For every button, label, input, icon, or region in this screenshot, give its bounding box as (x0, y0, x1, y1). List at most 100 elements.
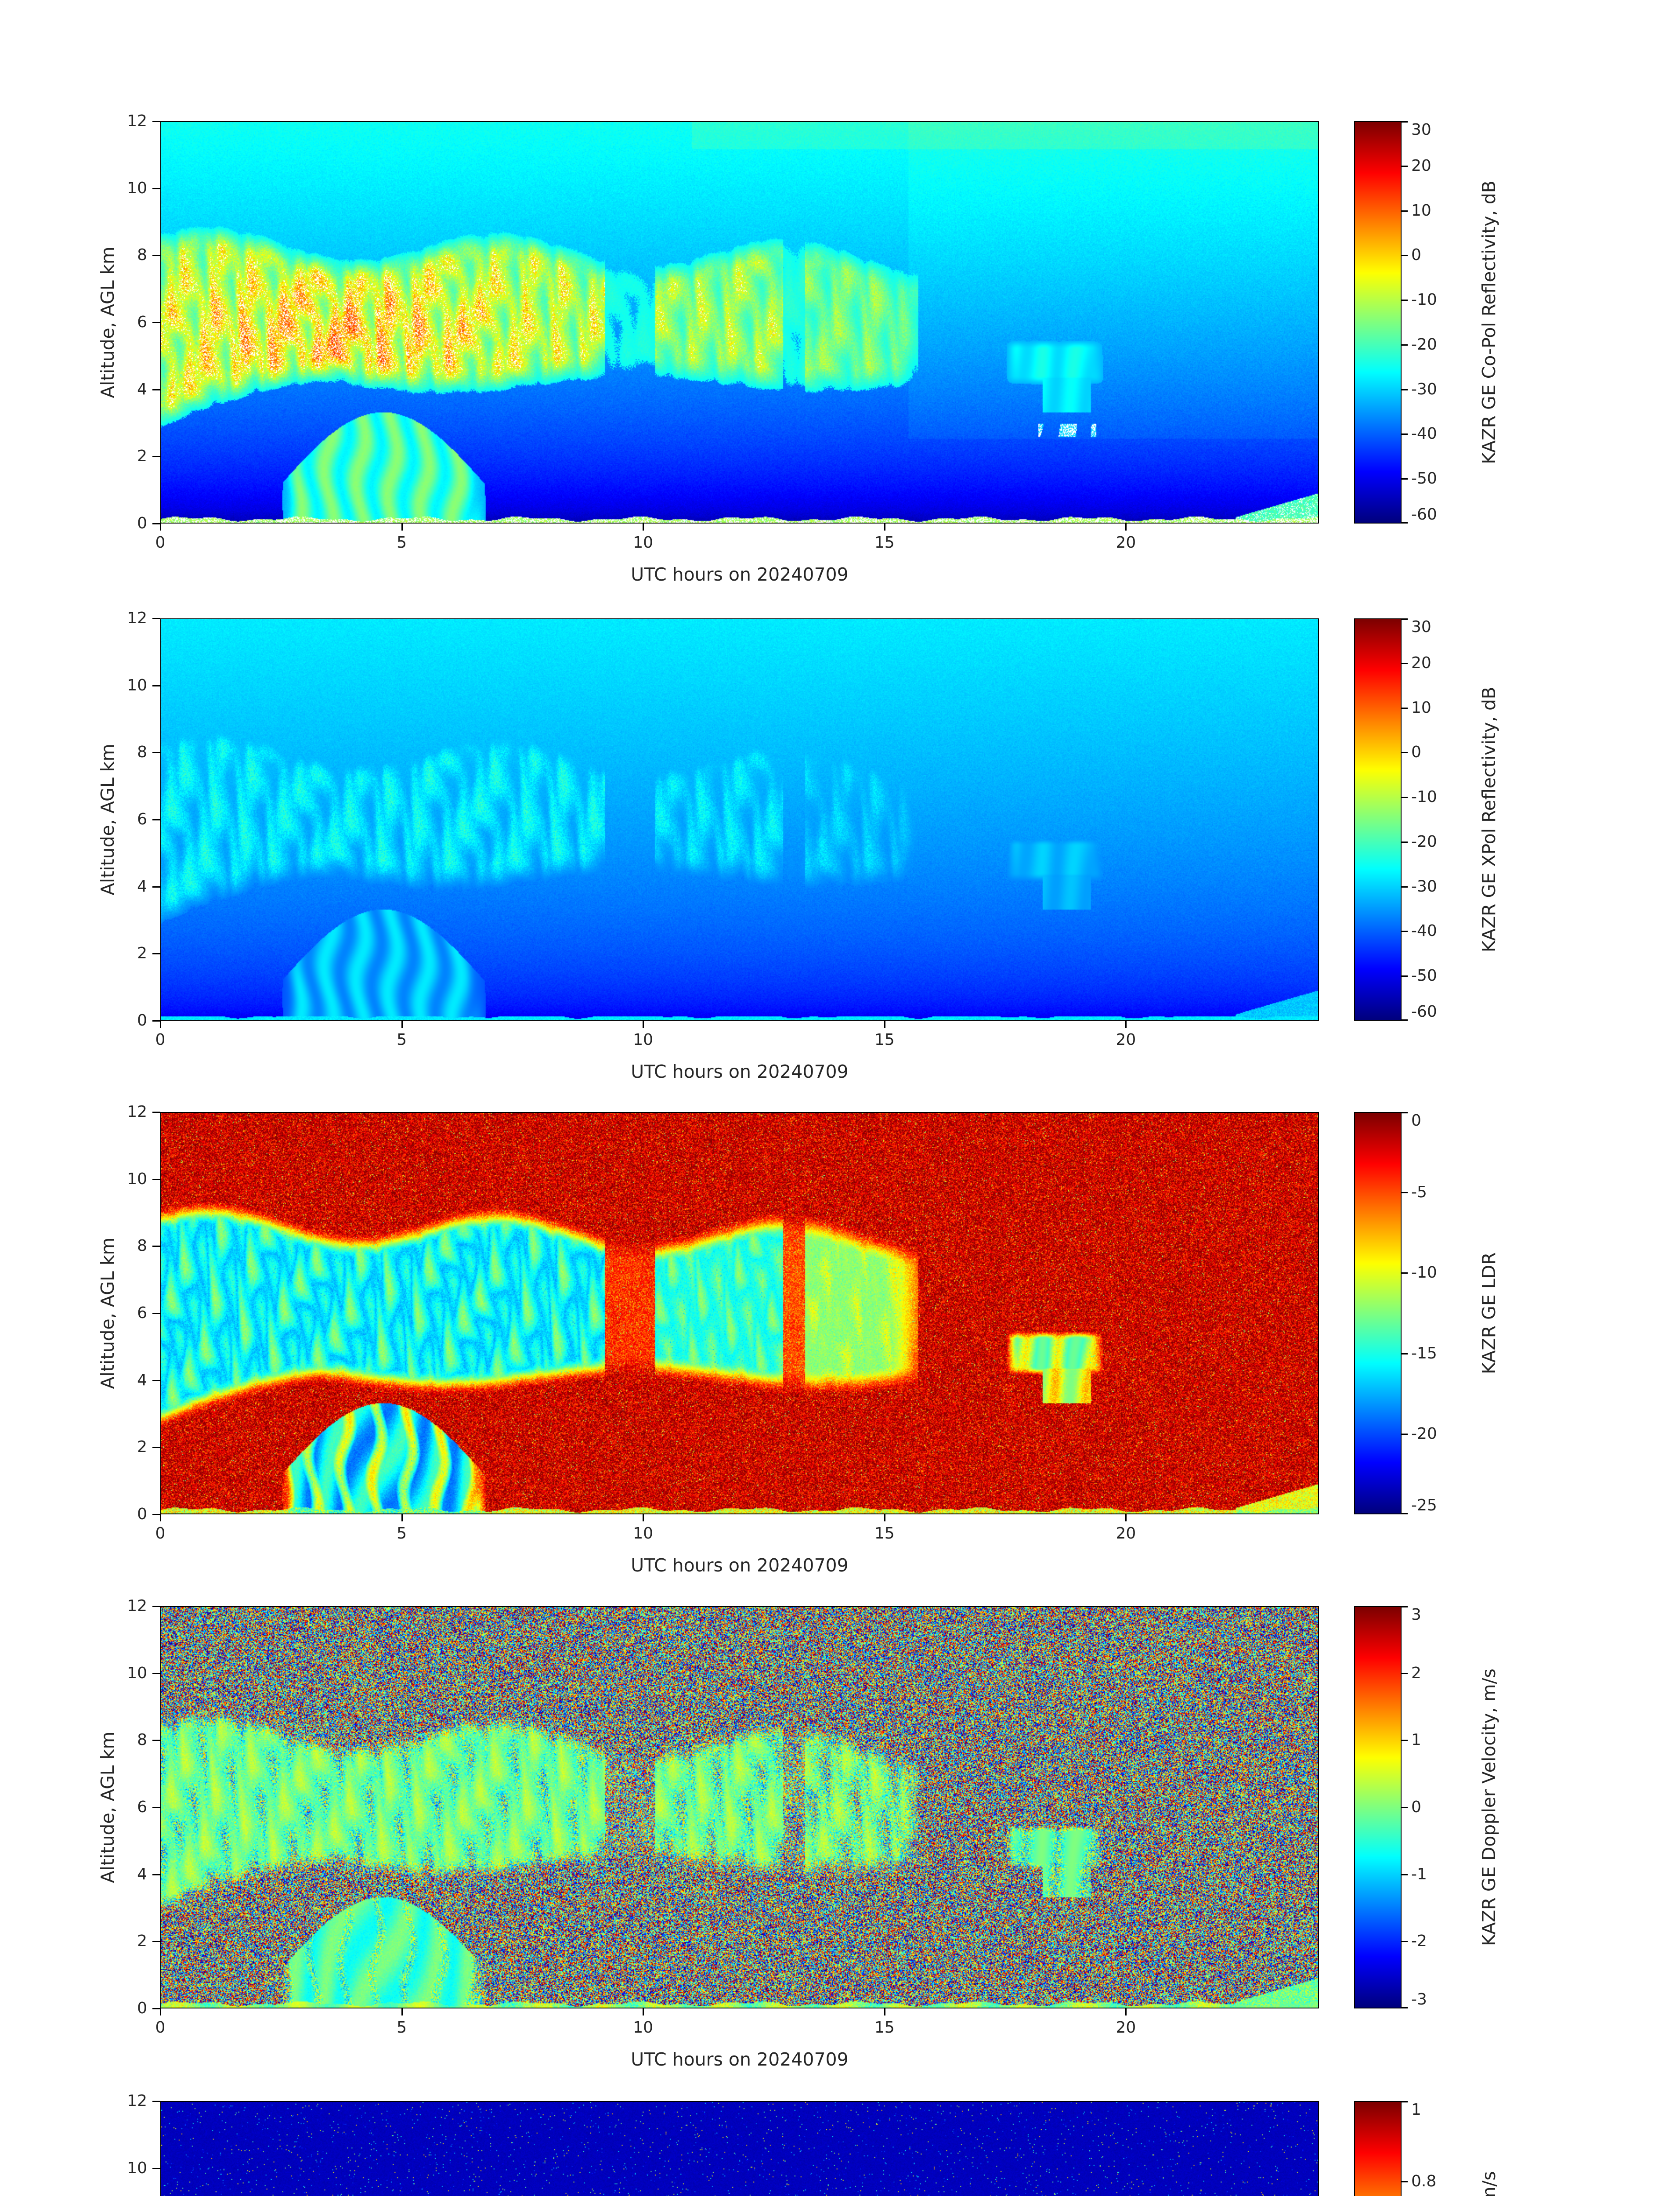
colorbar-tick-label: 20 (1411, 654, 1431, 672)
y-tick-label: 12 (127, 609, 147, 627)
colorbar-tick-label: -20 (1411, 335, 1437, 354)
y-tickmark (152, 886, 160, 888)
x-tick-label: 10 (633, 1524, 654, 1542)
y-tickmark (152, 121, 160, 122)
colorbar-tick-label: 0 (1411, 743, 1421, 762)
y-tickmark (152, 1313, 160, 1314)
y-tick-label: 2 (137, 447, 147, 466)
x-tickmark (1125, 2008, 1127, 2015)
x-axis-label: UTC hours on 20240709 (631, 564, 849, 585)
colorbar (1354, 618, 1402, 1021)
colorbar-tickmark (1402, 1606, 1408, 1607)
y-tick-label: 12 (127, 2092, 147, 2110)
colorbar-tick-label: 10 (1411, 698, 1431, 717)
heatmap-canvas-xpol-reflectivity (161, 619, 1318, 1020)
y-tick-label: 4 (137, 1371, 147, 1389)
colorbar-tick-label: 20 (1411, 156, 1431, 175)
x-tickmark (1125, 524, 1127, 531)
colorbar (1354, 1606, 1402, 2008)
y-tickmark (152, 1380, 160, 1381)
x-tickmark (884, 2008, 885, 2015)
y-tick-label: 6 (137, 1304, 147, 1322)
x-tick-label: 5 (397, 534, 407, 552)
colorbar-tickmark (1402, 255, 1408, 256)
colorbar-tickmark (1402, 121, 1408, 123)
colorbar-tickmark (1402, 1019, 1408, 1021)
y-tickmark (152, 1807, 160, 1808)
colorbar-tick-label: -10 (1411, 788, 1437, 806)
heatmap-canvas-spectral-width (161, 2102, 1318, 2196)
y-tickmark (152, 2167, 160, 2169)
x-axis-label: UTC hours on 20240709 (631, 1555, 849, 1576)
colorbar-tick-label: -10 (1411, 291, 1437, 309)
colorbar-tickmark (1402, 389, 1408, 390)
y-tick-label: 6 (137, 810, 147, 828)
y-tickmark (152, 1514, 160, 1515)
plot-area (160, 1112, 1319, 1514)
y-tickmark (152, 953, 160, 955)
y-tickmark (152, 456, 160, 458)
y-tick-label: 0 (137, 1505, 147, 1523)
y-tickmark (152, 322, 160, 323)
heatmap-canvas-doppler-velocity (161, 1607, 1318, 2008)
colorbar-tickmark (1402, 433, 1408, 435)
x-tick-label: 5 (397, 1031, 407, 1049)
x-tickmark (643, 1514, 644, 1521)
colorbar-tick-label: 10 (1411, 201, 1431, 220)
colorbar-tick-label: -15 (1411, 1344, 1437, 1362)
x-tick-label: 20 (1116, 2019, 1136, 2037)
y-tick-label: 0 (137, 514, 147, 532)
y-tick-label: 8 (137, 743, 147, 762)
y-tickmark (152, 1112, 160, 1113)
colorbar-tick-label: 0.8 (1411, 2172, 1437, 2191)
colorbar-tick-label: -30 (1411, 380, 1437, 398)
x-tickmark (160, 1514, 161, 1521)
colorbar-axis-label: KAZR GE Spectral Width, m/s (1478, 2171, 1499, 2196)
x-tick-label: 5 (397, 2019, 407, 2037)
colorbar-tick-label: -3 (1411, 1990, 1427, 2008)
colorbar-tickmark (1402, 1353, 1408, 1354)
colorbar-tickmark (1402, 522, 1408, 524)
colorbar-tickmark (1402, 1672, 1408, 1674)
x-tickmark (643, 1021, 644, 1028)
y-tickmark (152, 2101, 160, 2102)
colorbar-tickmark (1402, 1433, 1408, 1435)
y-tickmark (152, 1941, 160, 1943)
x-tickmark (401, 2008, 403, 2015)
x-tickmark (160, 524, 161, 531)
y-tick-label: 8 (137, 1731, 147, 1749)
y-tick-label: 6 (137, 1798, 147, 1816)
y-tick-label: 2 (137, 944, 147, 963)
colorbar-tick-label: 30 (1411, 618, 1431, 636)
y-tick-label: 10 (127, 2159, 147, 2177)
y-tickmark (152, 1874, 160, 1875)
colorbar-tickmark (1402, 1740, 1408, 1741)
colorbar-tick-label: -30 (1411, 877, 1437, 896)
panel-copol-reflectivity: Altitude, AGL km 0 2 4 6 8 10 12 0 5 10 15 20 UTC hou… (0, 112, 1680, 620)
x-tick-label: 0 (155, 2019, 166, 2037)
x-tick-label: 15 (874, 534, 895, 552)
colorbar-tick-label: -60 (1411, 1003, 1437, 1021)
x-tick-label: 15 (874, 1524, 895, 1542)
x-tick-label: 15 (874, 2019, 895, 2037)
colorbar-tick-label: -25 (1411, 1496, 1437, 1514)
colorbar (1354, 2101, 1402, 2196)
x-tick-label: 5 (397, 1524, 407, 1542)
colorbar-tick-label: -2 (1411, 1932, 1427, 1950)
y-tick-label: 8 (137, 246, 147, 264)
colorbar-tick-label: -1 (1411, 1865, 1427, 1883)
colorbar-tickmark (1402, 2181, 1408, 2183)
x-tick-label: 0 (155, 1031, 166, 1049)
colorbar-tick-label: -40 (1411, 922, 1437, 940)
y-tick-label: 10 (127, 676, 147, 694)
y-tickmark (152, 1740, 160, 1741)
plot-area (160, 121, 1319, 524)
x-axis-label: UTC hours on 20240709 (631, 1061, 849, 1082)
x-tickmark (884, 524, 885, 531)
x-tick-label: 0 (155, 534, 166, 552)
y-tickmark (152, 255, 160, 256)
plot-area (160, 618, 1319, 1021)
x-tickmark (401, 1021, 403, 1028)
colorbar-tickmark (1402, 478, 1408, 480)
